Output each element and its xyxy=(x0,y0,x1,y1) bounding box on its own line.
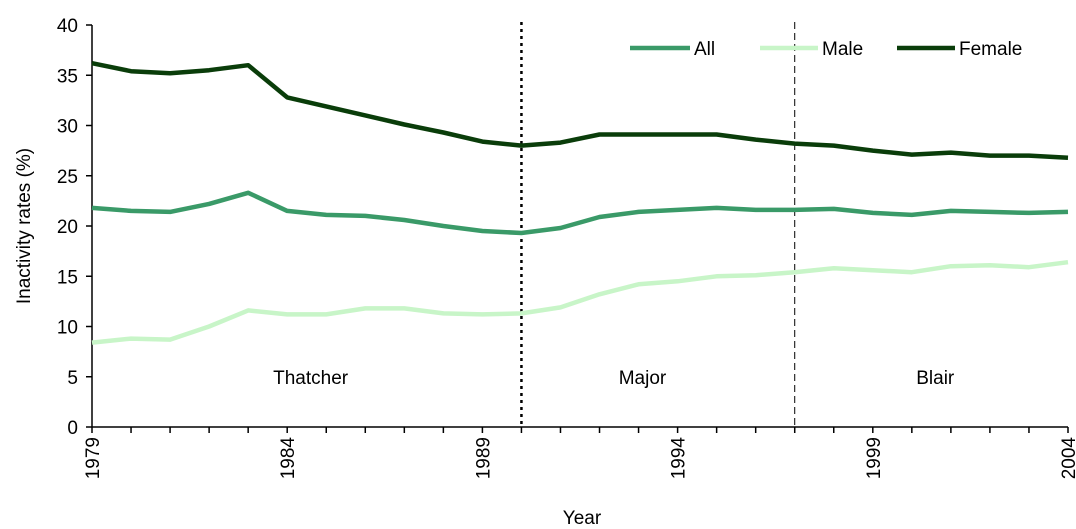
y-tick-label: 25 xyxy=(57,167,78,188)
legend-label-female: Female xyxy=(959,39,1022,60)
period-dividers xyxy=(520,22,796,427)
period-label-thatcher: Thatcher xyxy=(273,368,349,389)
legend-label-all: All xyxy=(694,39,715,60)
y-tick-label: 40 xyxy=(57,16,78,37)
series-line-female xyxy=(91,60,1069,160)
period-label-major: Major xyxy=(619,368,667,389)
x-tick-label: 1994 xyxy=(669,437,690,480)
period-labels: Thatcher Major Blair xyxy=(273,368,955,389)
axes: 0 5 10 15 20 25 30 35 40 1979 1984 1989 1994 1999 2004 xyxy=(57,16,1076,479)
x-tick-label: 1989 xyxy=(473,437,494,479)
series-lines xyxy=(91,60,1069,345)
y-tick-label: 20 xyxy=(57,217,78,238)
series-line-all xyxy=(91,190,1069,236)
x-tick-label: 1999 xyxy=(864,437,885,479)
legend-label-male: Male xyxy=(822,39,863,60)
x-tick-label: 1984 xyxy=(278,437,299,480)
period-label-blair: Blair xyxy=(916,368,955,389)
y-tick-label: 10 xyxy=(57,318,78,339)
x-tick-label: 2004 xyxy=(1059,437,1076,480)
y-tick-label: 30 xyxy=(57,117,78,138)
x-axis-title: Year xyxy=(563,508,602,529)
series-line-male xyxy=(91,259,1069,345)
x-tick-label: 1979 xyxy=(83,437,104,479)
y-tick-label: 15 xyxy=(57,267,78,288)
y-tick-label: 35 xyxy=(57,66,78,87)
legend: All Male Female xyxy=(630,39,1022,60)
y-tick-label: 5 xyxy=(67,368,78,389)
y-tick-label: 0 xyxy=(67,418,78,439)
y-axis-title: Inactivity rates (%) xyxy=(14,148,35,304)
